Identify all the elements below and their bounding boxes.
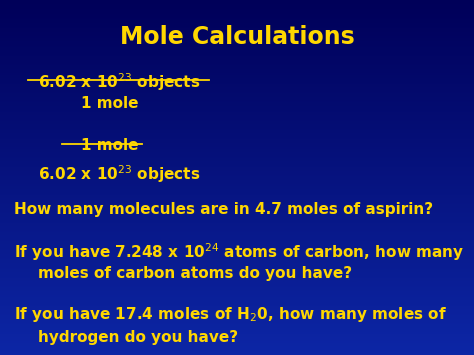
Text: 1 mole: 1 mole bbox=[81, 96, 138, 111]
Text: Mole Calculations: Mole Calculations bbox=[119, 25, 355, 49]
Text: moles of carbon atoms do you have?: moles of carbon atoms do you have? bbox=[38, 266, 352, 281]
Text: 1 mole: 1 mole bbox=[81, 138, 138, 153]
Text: hydrogen do you have?: hydrogen do you have? bbox=[38, 330, 238, 345]
Text: 6.02 x 10$^{23}$ objects: 6.02 x 10$^{23}$ objects bbox=[38, 163, 201, 185]
Text: If you have 17.4 moles of H$_2$0, how many moles of: If you have 17.4 moles of H$_2$0, how ma… bbox=[14, 305, 447, 324]
Text: 6.02 x 10$^{23}$ objects: 6.02 x 10$^{23}$ objects bbox=[38, 71, 201, 93]
Text: If you have 7.248 x 10$^{24}$ atoms of carbon, how many: If you have 7.248 x 10$^{24}$ atoms of c… bbox=[14, 241, 465, 263]
Text: How many molecules are in 4.7 moles of aspirin?: How many molecules are in 4.7 moles of a… bbox=[14, 202, 433, 217]
